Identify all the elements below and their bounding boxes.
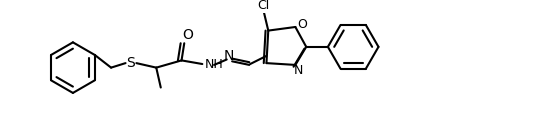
Text: NH: NH [205, 58, 224, 71]
Text: O: O [297, 18, 307, 31]
Text: N: N [223, 49, 234, 63]
Text: O: O [183, 28, 193, 42]
Text: N: N [293, 64, 303, 77]
Text: Cl: Cl [258, 0, 270, 12]
Text: S: S [127, 56, 135, 70]
